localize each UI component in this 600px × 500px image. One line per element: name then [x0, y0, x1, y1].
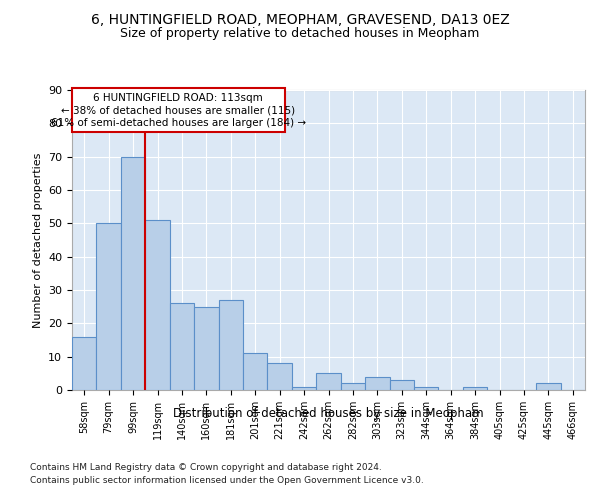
Bar	[72, 336, 97, 390]
Text: Distribution of detached houses by size in Meopham: Distribution of detached houses by size …	[173, 408, 484, 420]
Bar	[218, 300, 243, 390]
Y-axis label: Number of detached properties: Number of detached properties	[32, 152, 43, 328]
Bar	[463, 386, 487, 390]
Bar	[316, 374, 341, 390]
Bar	[268, 364, 292, 390]
Bar	[414, 386, 439, 390]
Bar	[145, 220, 170, 390]
Text: ← 38% of detached houses are smaller (115): ← 38% of detached houses are smaller (11…	[61, 106, 295, 116]
Bar	[341, 384, 365, 390]
Bar	[292, 386, 316, 390]
Text: Contains HM Land Registry data © Crown copyright and database right 2024.: Contains HM Land Registry data © Crown c…	[30, 462, 382, 471]
Bar	[389, 380, 414, 390]
Bar	[243, 354, 268, 390]
Bar	[536, 384, 560, 390]
Bar	[170, 304, 194, 390]
Text: Contains public sector information licensed under the Open Government Licence v3: Contains public sector information licen…	[30, 476, 424, 485]
Bar	[121, 156, 145, 390]
Bar	[194, 306, 218, 390]
FancyBboxPatch shape	[72, 88, 284, 132]
Text: Size of property relative to detached houses in Meopham: Size of property relative to detached ho…	[121, 28, 479, 40]
Text: 61% of semi-detached houses are larger (184) →: 61% of semi-detached houses are larger (…	[51, 118, 306, 128]
Bar	[365, 376, 389, 390]
Bar	[97, 224, 121, 390]
Text: 6 HUNTINGFIELD ROAD: 113sqm: 6 HUNTINGFIELD ROAD: 113sqm	[94, 94, 263, 104]
Text: 6, HUNTINGFIELD ROAD, MEOPHAM, GRAVESEND, DA13 0EZ: 6, HUNTINGFIELD ROAD, MEOPHAM, GRAVESEND…	[91, 12, 509, 26]
